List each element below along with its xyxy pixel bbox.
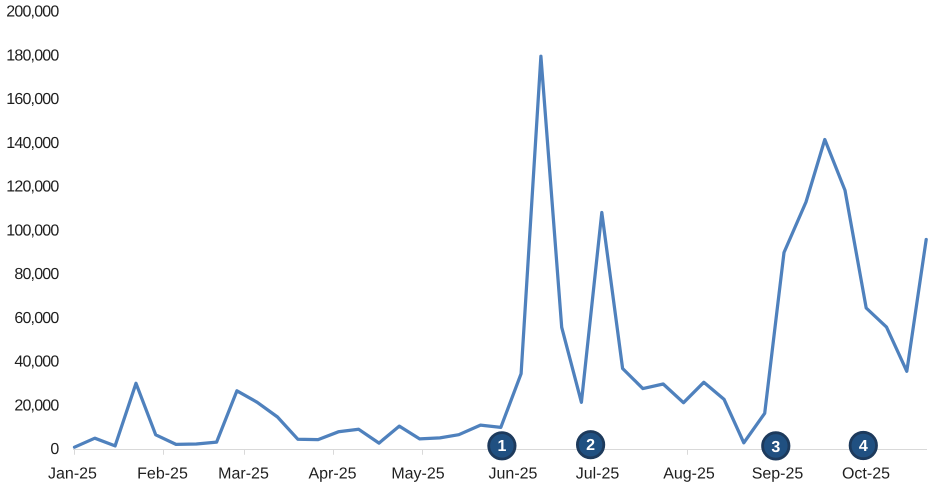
- svg-text:1: 1: [497, 438, 506, 455]
- svg-text:160,000: 160,000: [6, 91, 59, 108]
- svg-text:Mar-25: Mar-25: [218, 465, 269, 482]
- svg-text:60,000: 60,000: [14, 310, 59, 327]
- svg-text:Apr-25: Apr-25: [308, 465, 356, 482]
- svg-text:180,000: 180,000: [6, 47, 59, 64]
- svg-text:Jul-25: Jul-25: [576, 465, 620, 482]
- svg-text:May-25: May-25: [391, 465, 444, 482]
- svg-text:80,000: 80,000: [14, 266, 59, 283]
- svg-text:Feb-25: Feb-25: [137, 465, 188, 482]
- svg-text:20,000: 20,000: [14, 397, 59, 414]
- svg-text:Oct-25: Oct-25: [842, 465, 890, 482]
- svg-text:0: 0: [50, 441, 59, 458]
- svg-text:Jun-25: Jun-25: [489, 465, 538, 482]
- svg-text:200,000: 200,000: [6, 4, 59, 21]
- svg-text:120,000: 120,000: [6, 179, 59, 196]
- svg-text:Sep-25: Sep-25: [752, 465, 804, 482]
- svg-text:100,000: 100,000: [6, 222, 59, 239]
- svg-text:140,000: 140,000: [6, 135, 59, 152]
- svg-text:4: 4: [859, 438, 868, 455]
- svg-text:3: 3: [771, 439, 780, 456]
- svg-text:2: 2: [586, 437, 595, 454]
- svg-text:40,000: 40,000: [14, 354, 59, 371]
- svg-text:Jan-25: Jan-25: [48, 465, 97, 482]
- svg-text:Aug-25: Aug-25: [663, 465, 715, 482]
